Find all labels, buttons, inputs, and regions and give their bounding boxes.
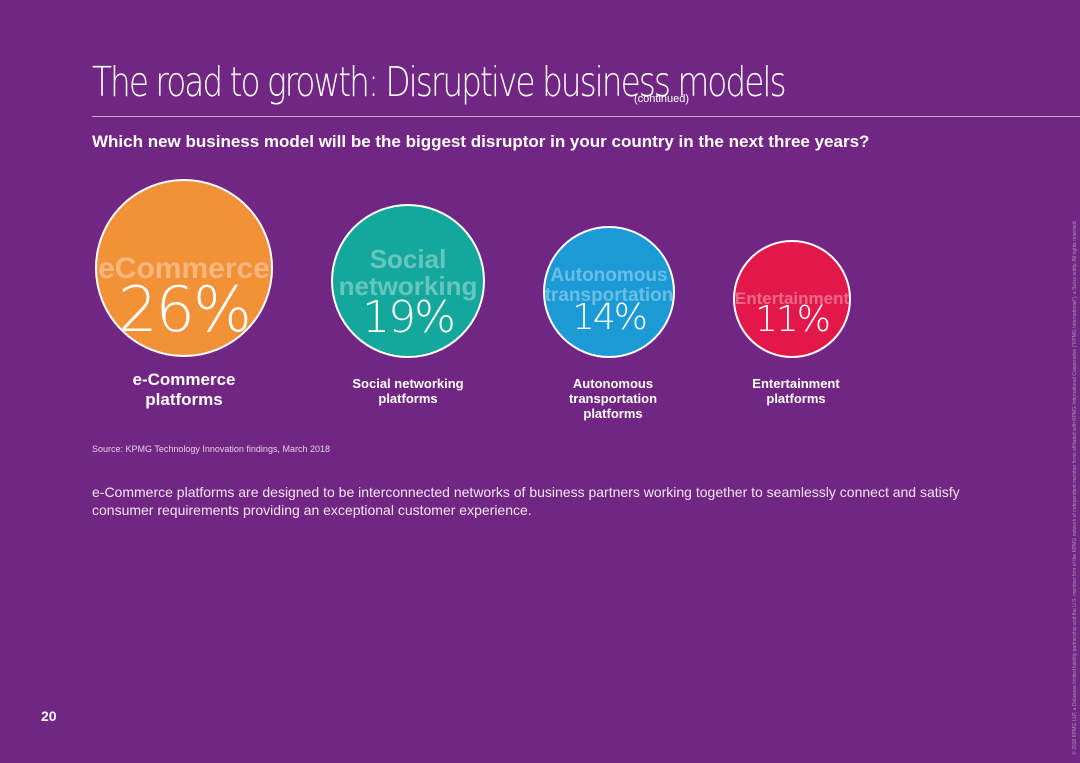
category-label-line: Autonomous xyxy=(572,376,654,391)
bubble-word-line: Social xyxy=(369,244,447,274)
survey-question: Which new business model will be the big… xyxy=(92,132,870,151)
bubble-ecommerce: eCommerce 26% xyxy=(95,179,273,357)
bubble-word-entertainment: Entertainment xyxy=(735,290,849,308)
category-label-line: transportation xyxy=(568,390,658,406)
bubble-value-entertainment: 11% xyxy=(754,299,831,340)
legal-notice: © 2018 KPMG LLP, a Delaware limited liab… xyxy=(1072,220,1078,755)
bubble-word-line: eCommerce xyxy=(98,252,270,285)
category-label-line: platforms xyxy=(378,390,438,406)
page-title: The road to growth: Disruptive business … xyxy=(92,58,787,106)
category-label-line: e-Commerce xyxy=(132,370,236,389)
category-label-line: platforms xyxy=(766,390,826,406)
title-divider xyxy=(92,116,1080,117)
body-paragraph: e-Commerce platforms are designed to be … xyxy=(92,484,960,518)
bubble-word-social: Social networking xyxy=(338,244,478,302)
bubble-value-ecommerce: 26% xyxy=(118,273,252,346)
source-note: Source: KPMG Technology Innovation findi… xyxy=(92,444,330,454)
category-label-autonomous: Autonomous transportation platforms xyxy=(523,376,703,422)
page-number: 20 xyxy=(41,708,57,724)
bubble-entertainment: Entertainment 11% xyxy=(733,240,851,358)
category-label-line: Social networking xyxy=(352,376,464,391)
bubble-word-line: transportation xyxy=(544,284,674,306)
category-label-ecommerce: e-Commerce platforms xyxy=(94,370,274,409)
bubble-word-line: Autonomous xyxy=(550,265,668,286)
category-label-line: platforms xyxy=(145,389,223,409)
title-suffix: (continued) xyxy=(634,93,690,105)
bubble-word-line: Entertainment xyxy=(734,289,850,308)
bubble-autonomous: Autonomous transportation 14% xyxy=(543,226,675,358)
category-label-social: Social networking platforms xyxy=(318,376,498,407)
bubble-social: Social networking 19% xyxy=(331,204,485,358)
bubble-value-social: 19% xyxy=(362,292,456,343)
bubble-word-line: networking xyxy=(338,271,478,302)
category-label-line: Entertainment xyxy=(752,376,840,391)
bubble-value-autonomous: 14% xyxy=(571,297,648,338)
bubble-word-ecommerce: eCommerce xyxy=(98,253,270,285)
bubble-word-autonomous: Autonomous transportation xyxy=(544,265,674,306)
category-label-entertainment: Entertainment platforms xyxy=(706,376,886,407)
category-label-line: platforms xyxy=(583,405,643,421)
